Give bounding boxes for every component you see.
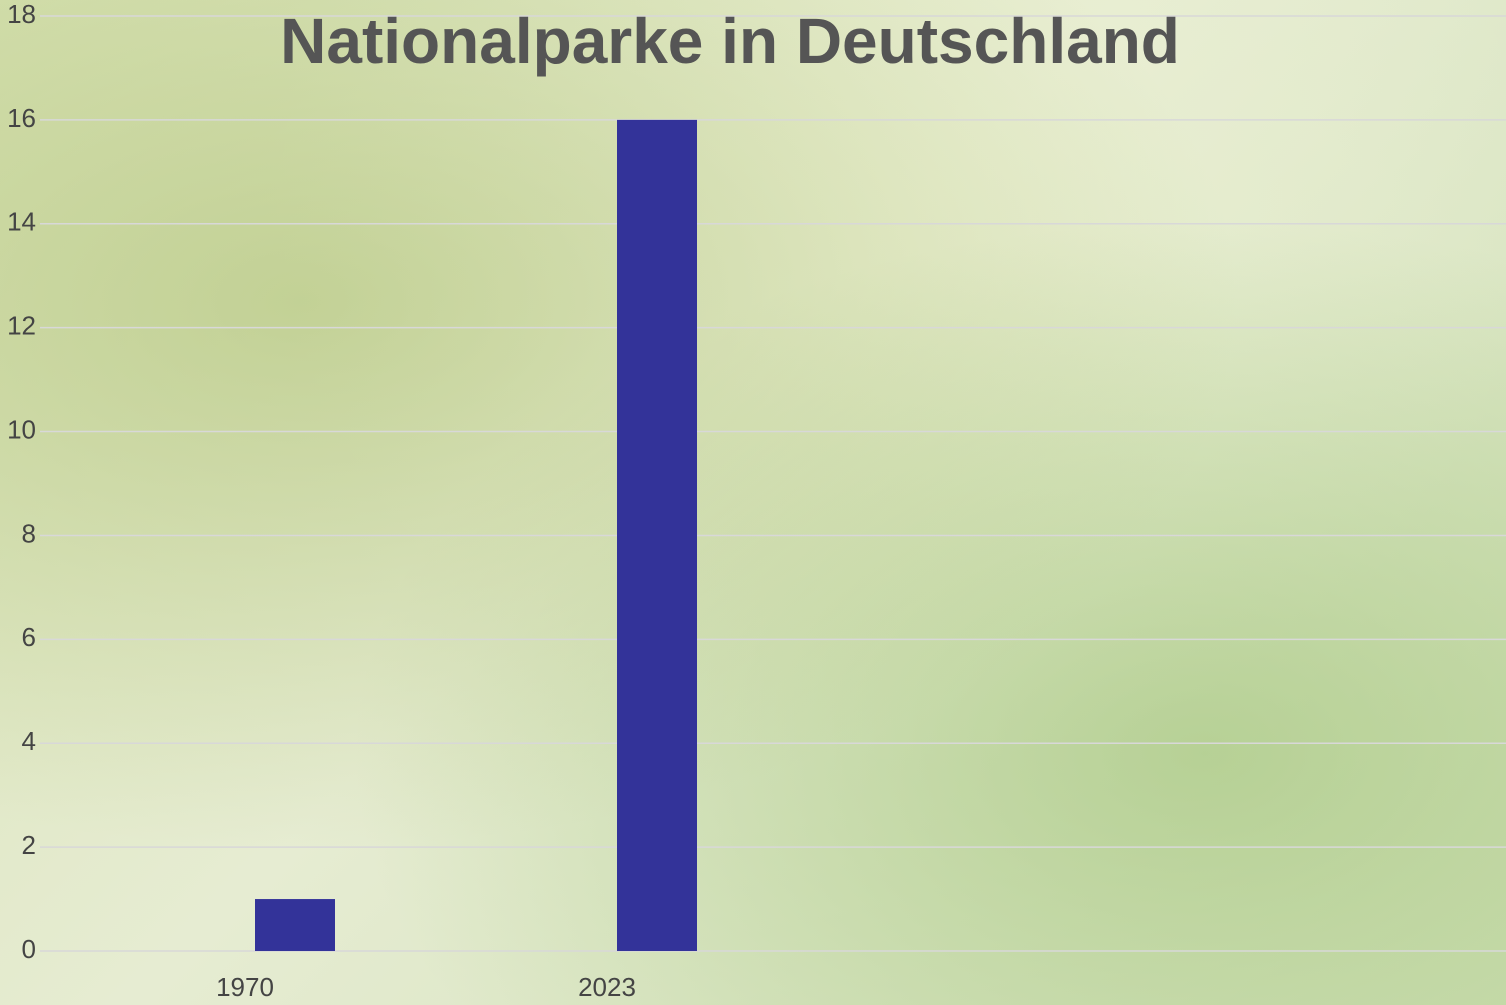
y-tick-label: 10	[7, 414, 36, 444]
chart: Nationalparke in Deutschland 02468101214…	[0, 0, 1506, 1005]
y-tick-label: 16	[7, 103, 36, 133]
y-tick-label: 0	[22, 934, 36, 964]
y-tick-label: 8	[22, 518, 36, 548]
bar	[255, 899, 335, 951]
y-tick-label: 4	[22, 726, 36, 756]
y-tick-label: 2	[22, 830, 36, 860]
bar	[617, 120, 697, 951]
x-tick-label: 2023	[578, 972, 636, 1002]
y-tick-label: 18	[7, 0, 36, 29]
y-tick-label: 14	[7, 207, 36, 237]
y-tick-label: 6	[22, 622, 36, 652]
y-tick-label: 12	[7, 311, 36, 341]
x-tick-label: 1970	[216, 972, 274, 1002]
page: Nationalparke in Deutschland 02468101214…	[0, 0, 1506, 1005]
